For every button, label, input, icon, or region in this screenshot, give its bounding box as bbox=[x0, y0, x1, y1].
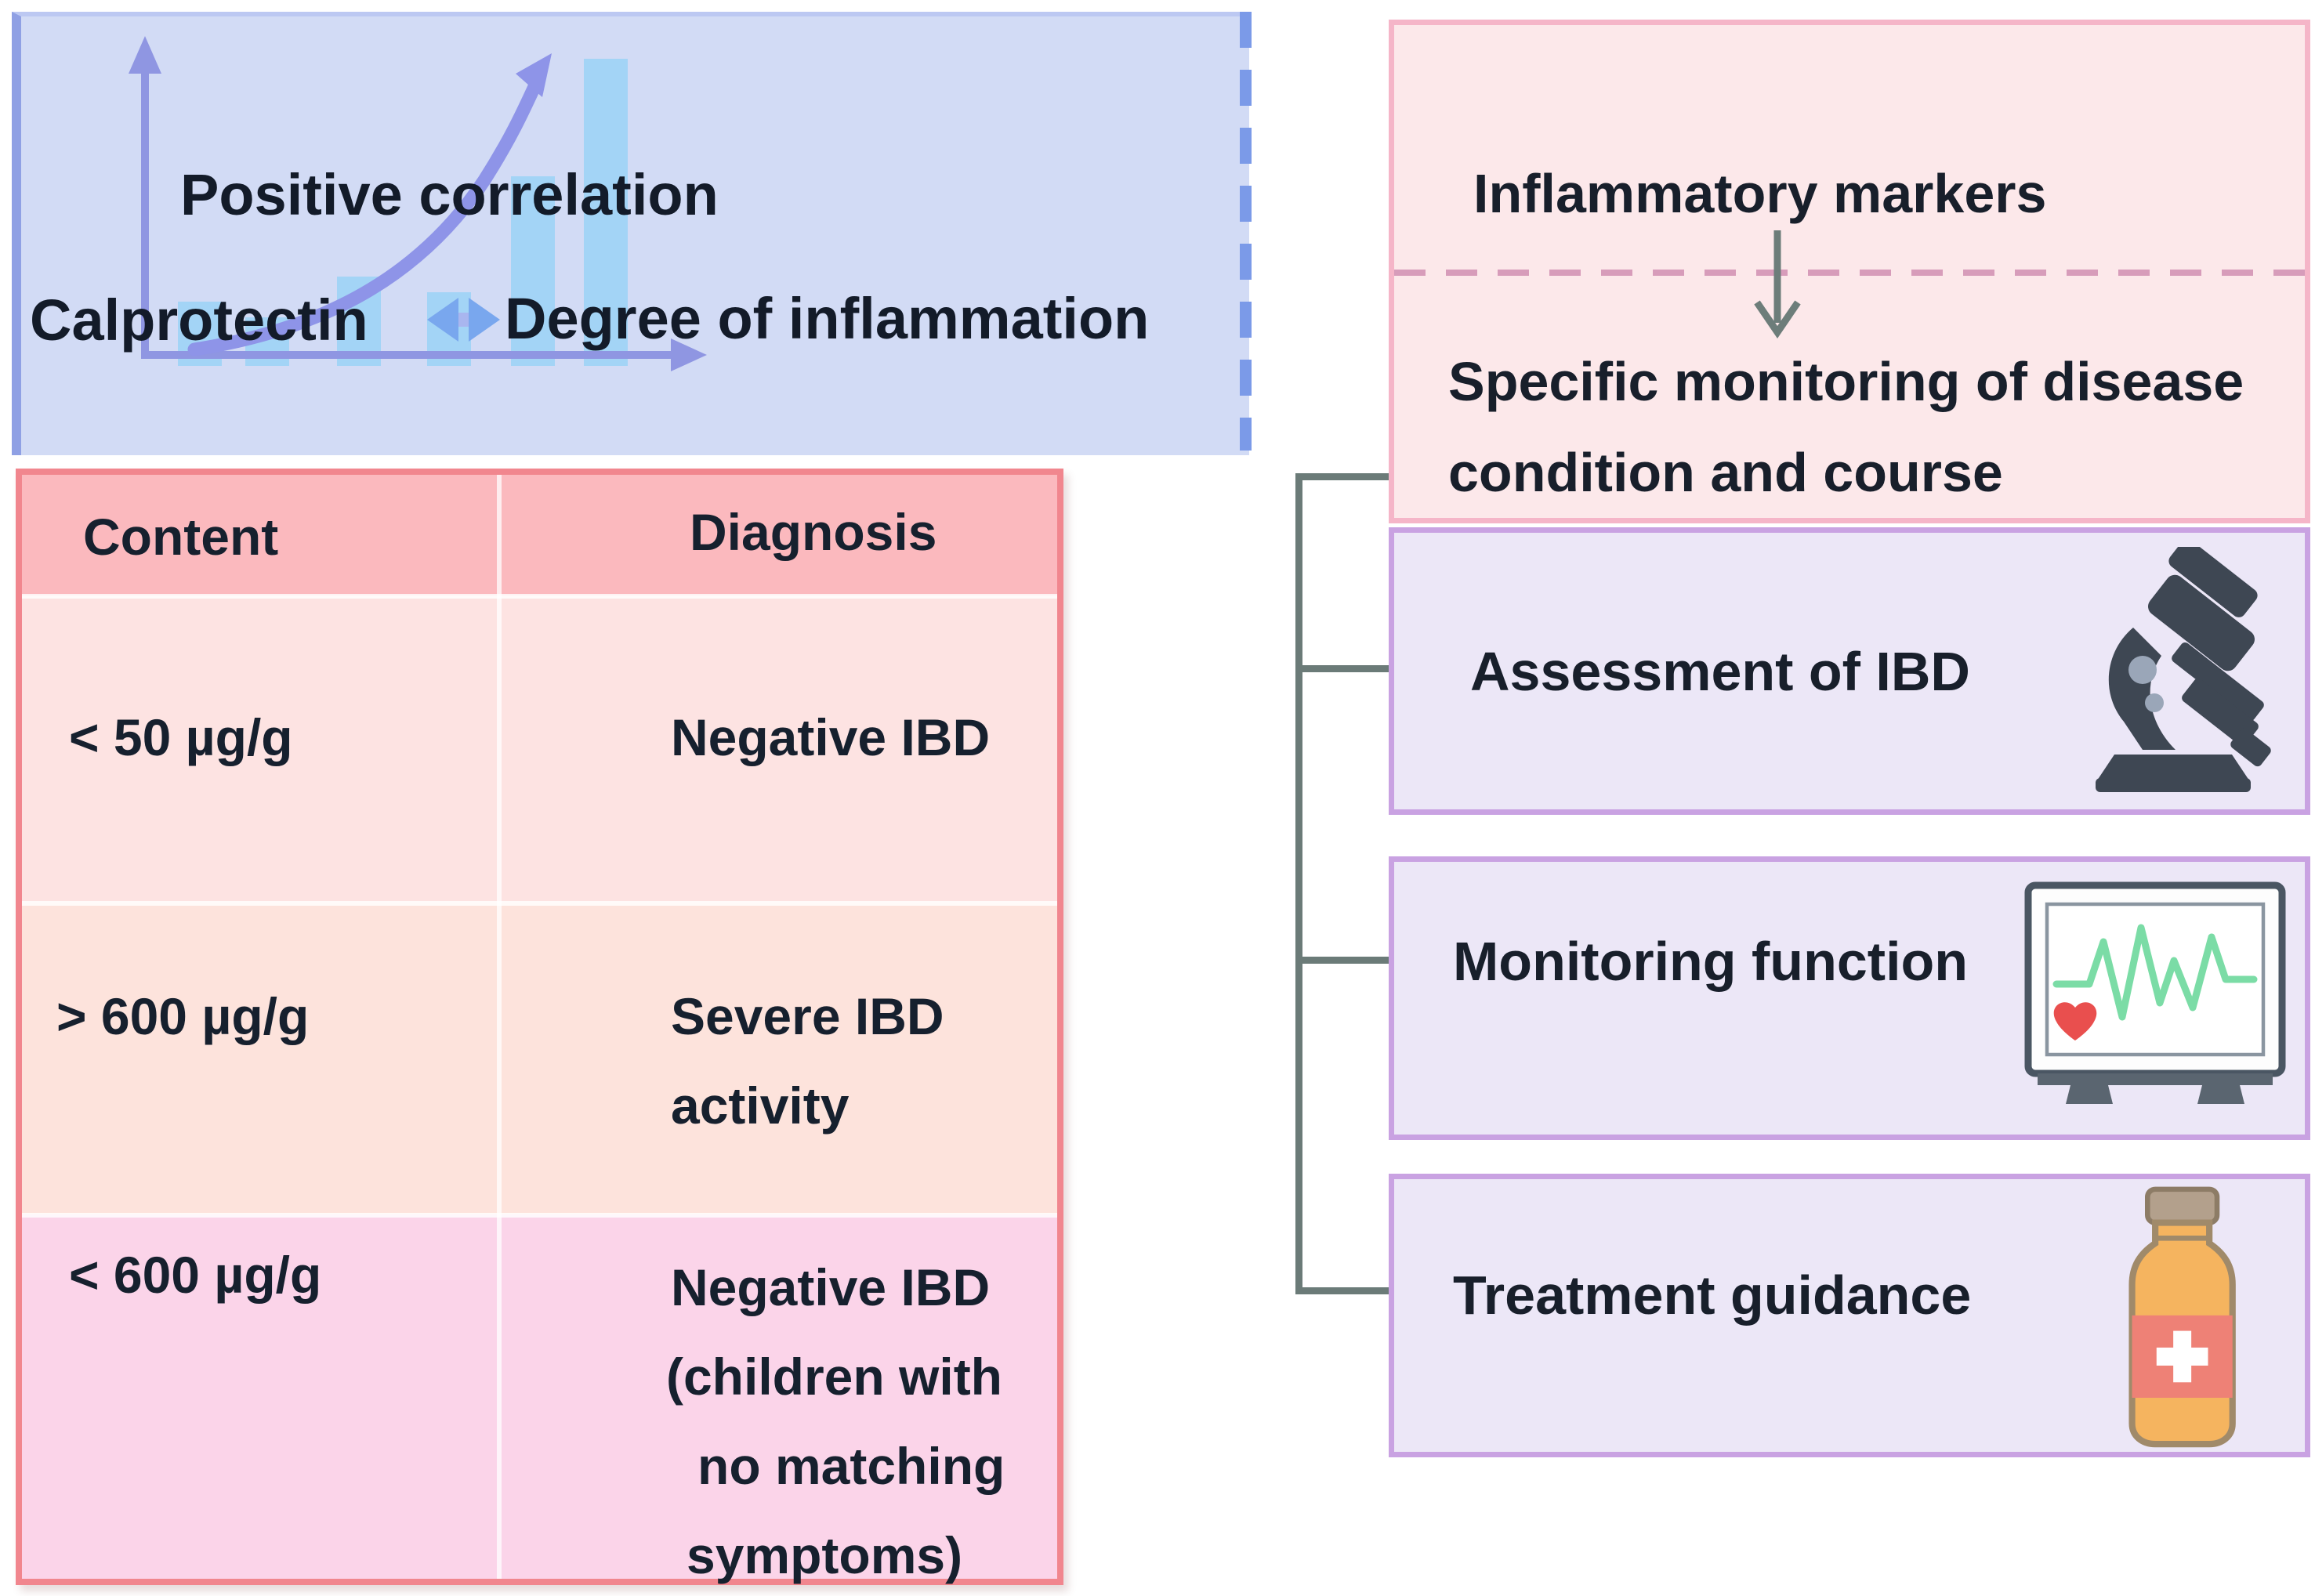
specific-monitoring-label-line1: Specific monitoring of disease bbox=[1448, 351, 2244, 412]
positive-correlation-label: Positive correlation bbox=[180, 162, 719, 227]
table-cell-diagnosis: (children with bbox=[666, 1348, 1002, 1406]
calprotectin-table: Content Diagnosis < 50 µg/g Negative IBD… bbox=[16, 469, 1063, 1585]
table-cell-content: < 50 µg/g bbox=[69, 708, 293, 766]
column-header-content: Content bbox=[83, 508, 279, 566]
chart-bar bbox=[511, 176, 555, 366]
rising-curve-arrow-icon bbox=[187, 73, 545, 356]
curve-arrowhead-icon bbox=[516, 53, 552, 97]
assessment-label: Assessment of IBD bbox=[1470, 641, 1970, 702]
panel-dashed-right-border bbox=[1240, 12, 1252, 451]
table-cell-content: > 600 µg/g bbox=[56, 987, 310, 1045]
column-header-diagnosis: Diagnosis bbox=[690, 503, 937, 561]
table-cell-diagnosis: activity bbox=[671, 1077, 850, 1135]
table-divider bbox=[22, 594, 1057, 599]
table-column-divider bbox=[497, 475, 502, 1579]
calprotectin-label: Calprotectin bbox=[30, 288, 368, 353]
bracket-stub-assessment bbox=[1295, 665, 1391, 672]
microscope-icon bbox=[2096, 547, 2271, 792]
chart-bar bbox=[584, 59, 628, 366]
correlation-chart-graphic bbox=[129, 36, 707, 371]
monitoring-label: Monitoring function bbox=[1453, 931, 1969, 992]
table-cell-diagnosis: no matching bbox=[697, 1437, 1005, 1495]
bracket-stub-top bbox=[1295, 473, 1391, 480]
monitor-icon bbox=[2024, 881, 2286, 1104]
table-header-row bbox=[22, 475, 1057, 595]
left-right-arrow-icon bbox=[427, 298, 500, 342]
degree-of-inflammation-label: Degree of inflammation bbox=[505, 286, 1150, 351]
correlation-panel bbox=[12, 12, 1249, 455]
table-divider bbox=[22, 1213, 1057, 1218]
bracket-vertical-line bbox=[1295, 473, 1302, 1294]
table-cell-diagnosis: symptoms) bbox=[687, 1526, 963, 1584]
medicine-bottle-icon bbox=[2128, 1186, 2236, 1448]
y-axis-arrowhead-icon bbox=[129, 36, 161, 74]
table-cell-content: < 600 µg/g bbox=[69, 1246, 322, 1304]
table-divider bbox=[22, 901, 1057, 906]
specific-monitoring-label-line2: condition and course bbox=[1448, 442, 2003, 503]
treatment-label: Treatment guidance bbox=[1453, 1265, 1972, 1326]
table-row bbox=[22, 903, 1057, 1214]
table-cell-diagnosis: Severe IBD bbox=[671, 987, 944, 1045]
x-axis-arrowhead-icon bbox=[671, 338, 707, 371]
table-row bbox=[22, 1214, 1057, 1579]
bracket-stub-treatment bbox=[1295, 1287, 1391, 1294]
bracket-stub-monitoring bbox=[1295, 957, 1391, 964]
inflammatory-markers-label: Inflammatory markers bbox=[1473, 163, 2047, 224]
table-cell-diagnosis: Negative IBD bbox=[671, 1258, 991, 1316]
pink-dashed-divider bbox=[1394, 270, 2305, 276]
down-arrow-icon bbox=[1754, 230, 1801, 338]
table-cell-diagnosis: Negative IBD bbox=[671, 708, 991, 766]
